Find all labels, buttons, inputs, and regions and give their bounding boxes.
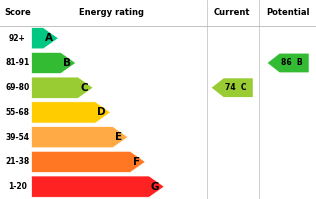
- Text: Potential: Potential: [266, 8, 310, 18]
- Text: Energy rating: Energy rating: [79, 8, 144, 18]
- Text: 55-68: 55-68: [5, 108, 29, 117]
- Text: 39-54: 39-54: [5, 133, 29, 142]
- Polygon shape: [32, 77, 93, 98]
- Text: Current: Current: [214, 8, 251, 18]
- Text: 81-91: 81-91: [5, 59, 29, 67]
- Text: E: E: [115, 132, 122, 142]
- Text: C: C: [80, 83, 88, 93]
- Text: 21-38: 21-38: [5, 157, 29, 166]
- Text: B: B: [63, 58, 71, 68]
- Text: 69-80: 69-80: [5, 83, 29, 92]
- Polygon shape: [32, 127, 128, 148]
- Text: A: A: [45, 33, 53, 43]
- Polygon shape: [32, 102, 111, 123]
- Polygon shape: [32, 176, 164, 197]
- Text: 86  B: 86 B: [281, 59, 303, 67]
- Polygon shape: [268, 54, 309, 72]
- Polygon shape: [212, 78, 253, 97]
- Text: 1-20: 1-20: [8, 182, 27, 191]
- Text: D: D: [97, 107, 106, 117]
- Text: F: F: [133, 157, 140, 167]
- Text: G: G: [151, 182, 160, 192]
- Text: 74  C: 74 C: [225, 83, 246, 92]
- Polygon shape: [32, 28, 58, 49]
- Polygon shape: [32, 52, 76, 74]
- Polygon shape: [32, 151, 145, 173]
- Text: 92+: 92+: [9, 34, 26, 43]
- Text: Score: Score: [4, 8, 31, 18]
